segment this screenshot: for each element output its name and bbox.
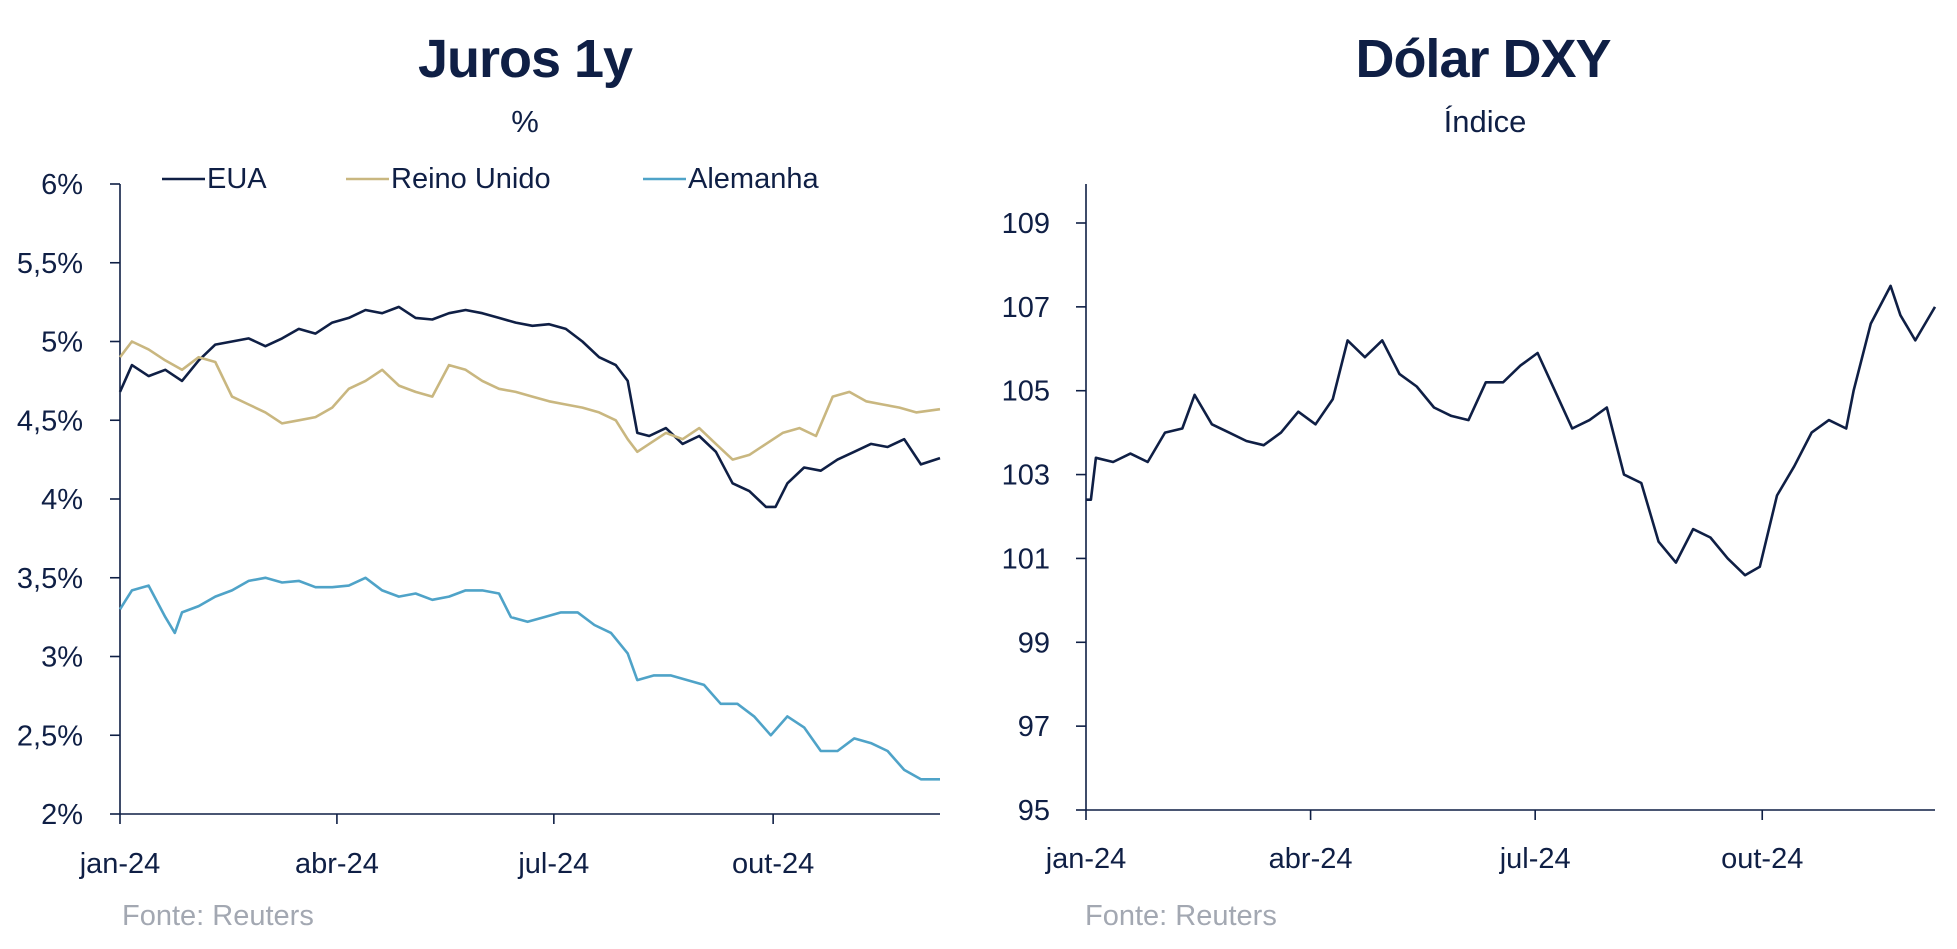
- legend-label: EUA: [207, 163, 267, 195]
- y-tick-label: 109: [1002, 208, 1050, 240]
- x-tick-label: out-24: [1721, 843, 1803, 875]
- y-tick-label: 105: [1002, 376, 1050, 408]
- right-chart-panel: Dólar DXY Índice Fonte: Reuters: [960, 0, 1957, 949]
- y-tick-label: 5,5%: [17, 248, 83, 280]
- y-tick-label: 3,5%: [17, 563, 83, 595]
- y-tick-label: 5%: [41, 327, 83, 359]
- right-chart-title: Dólar DXY: [1355, 29, 1611, 89]
- y-tick-label: 103: [1002, 460, 1050, 492]
- left-chart-source: Fonte: Reuters: [122, 900, 314, 932]
- y-tick-label: 97: [1018, 711, 1050, 743]
- y-tick-label: 2,5%: [17, 720, 83, 752]
- x-tick-label: abr-24: [1269, 843, 1353, 875]
- y-tick-label: 95: [1018, 795, 1050, 827]
- right-chart-subtitle: Índice: [1443, 104, 1527, 139]
- x-tick-label: out-24: [732, 848, 814, 880]
- y-tick-label: 4,5%: [17, 405, 83, 437]
- x-tick-label: jan-24: [1045, 843, 1127, 875]
- y-tick-label: 2%: [41, 799, 83, 831]
- series-line-dólar-dxy: [1086, 284, 1937, 577]
- x-tick-label: jul-24: [517, 848, 589, 880]
- left-chart-title: Juros 1y: [417, 29, 633, 89]
- legend-label: Reino Unido: [391, 163, 551, 195]
- right-chart-source: Fonte: Reuters: [1085, 900, 1277, 932]
- y-tick-label: 107: [1002, 292, 1050, 324]
- x-tick-label: abr-24: [295, 848, 379, 880]
- series-line-eua: [118, 305, 941, 509]
- y-tick-label: 99: [1018, 627, 1050, 659]
- legend-label: Alemanha: [688, 163, 819, 195]
- x-tick-label: jul-24: [1499, 843, 1571, 875]
- y-tick-label: 3%: [41, 642, 83, 674]
- series-line-reino-unido: [118, 340, 941, 461]
- left-chart-panel: Juros 1y % Fonte: Reuters: [0, 0, 960, 949]
- y-tick-label: 4%: [41, 484, 83, 516]
- y-tick-label: 6%: [41, 169, 83, 201]
- left-chart-subtitle: %: [511, 104, 539, 139]
- series-line-alemanha: [118, 576, 940, 781]
- y-tick-label: 101: [1002, 543, 1050, 575]
- x-tick-label: jan-24: [79, 848, 161, 880]
